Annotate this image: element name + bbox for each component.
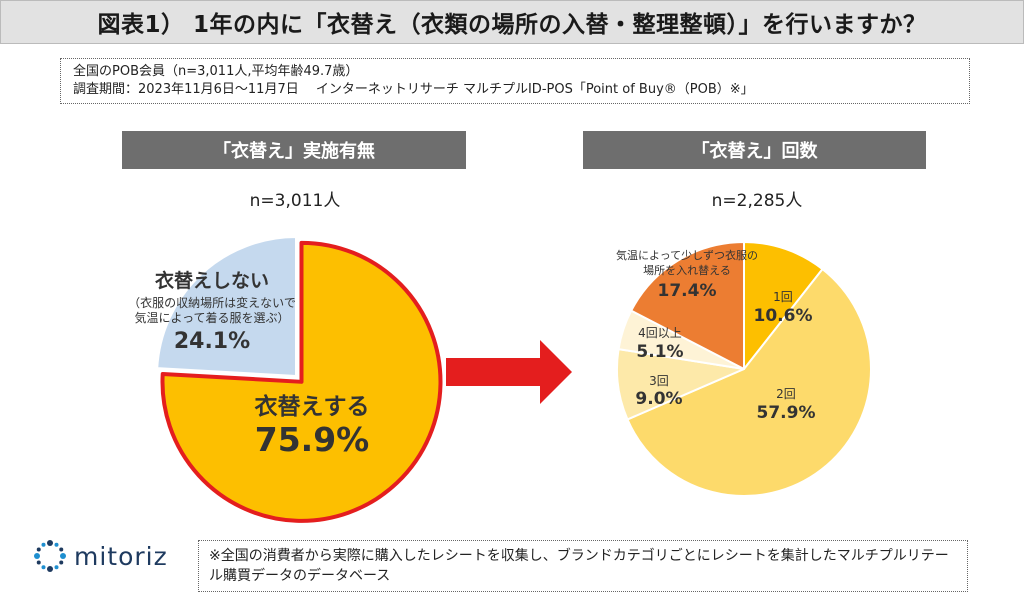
slice-value-4plus: 5.1% (636, 342, 683, 362)
slice-label-4plus: 4回以上 (638, 326, 682, 340)
page-title: 図表1） 1年の内に「衣替え（衣類の場所の入替・整理整頓）」を行いますか？ (0, 0, 1024, 44)
slice-value-2-times: 57.9% (757, 403, 816, 423)
logo-dot (59, 560, 64, 565)
left-pie-slice-0 (160, 240, 443, 523)
left-pie-chart (156, 236, 443, 523)
slice-value-gradual: 17.4% (658, 281, 717, 301)
right-pie-slice-1 (626, 268, 872, 497)
brand-logo: mitoriz (32, 538, 168, 574)
arrow-icon (446, 340, 572, 404)
slice-label-koromogae: 衣替えする (255, 393, 370, 420)
right-pie-slice-4 (630, 241, 745, 370)
slice-label-1-time: 1回 (773, 290, 793, 304)
logo-dot (34, 553, 40, 559)
survey-info-line-2: 調査期間：2023年11月6日〜11月7日 インターネットリサーチ マルチプルI… (73, 82, 754, 97)
logo-dot (36, 547, 41, 552)
slice-label-2-times: 2回 (776, 387, 796, 401)
right-pie-slice-0 (743, 241, 824, 370)
slice-sublabel-no-koromogae-2: 気温によって着る服を選ぶ） (134, 310, 289, 325)
logo-dot (41, 565, 46, 570)
left-chart-n-label: n=3,011人 (249, 191, 341, 211)
survey-info-box: 全国のPOB会員（n=3,011人,平均年齢49.7歳） 調査期間：2023年1… (60, 58, 970, 104)
logo-dot (54, 542, 59, 547)
logo-dot (36, 560, 41, 565)
left-chart-header: 「衣替え」実施有無 (122, 131, 466, 169)
logo-dot (59, 547, 64, 552)
slice-label-gradual-1: 気温によって少しずつ衣服の (616, 248, 758, 262)
survey-info-line-1: 全国のPOB会員（n=3,011人,平均年齢49.7歳） (73, 64, 359, 79)
logo-dot (47, 540, 53, 546)
slice-value-no-koromogae: 24.1% (174, 329, 250, 354)
slice-value-3-times: 9.0% (635, 389, 682, 409)
slice-label-no-koromogae: 衣替えしない (155, 269, 269, 292)
logo-dot (41, 542, 46, 547)
right-chart-header: 「衣替え」回数 (583, 131, 926, 169)
slice-value-koromogae: 75.9% (255, 420, 370, 459)
dotted-circle-logo-icon (34, 540, 66, 572)
logo-dot (60, 553, 66, 559)
slice-label-3-times: 3回 (649, 374, 669, 388)
right-pie-chart (616, 241, 872, 497)
left-pie-slice-1 (156, 236, 297, 377)
footnote-box: ※全国の消費者から実際に購入したレシートを収集し、ブランドカテゴリごとにレシート… (198, 540, 968, 592)
logo-dot (47, 566, 53, 572)
logo-dot (54, 565, 59, 570)
slice-value-1-time: 10.6% (754, 306, 813, 326)
right-chart-n-label: n=2,285人 (711, 191, 803, 211)
slice-sublabel-no-koromogae-1: （衣服の収納場所は変えないで (128, 295, 296, 310)
brand-logo-text: mitoriz (74, 541, 168, 571)
slice-label-gradual-2: 場所を入れ替える (643, 263, 731, 277)
